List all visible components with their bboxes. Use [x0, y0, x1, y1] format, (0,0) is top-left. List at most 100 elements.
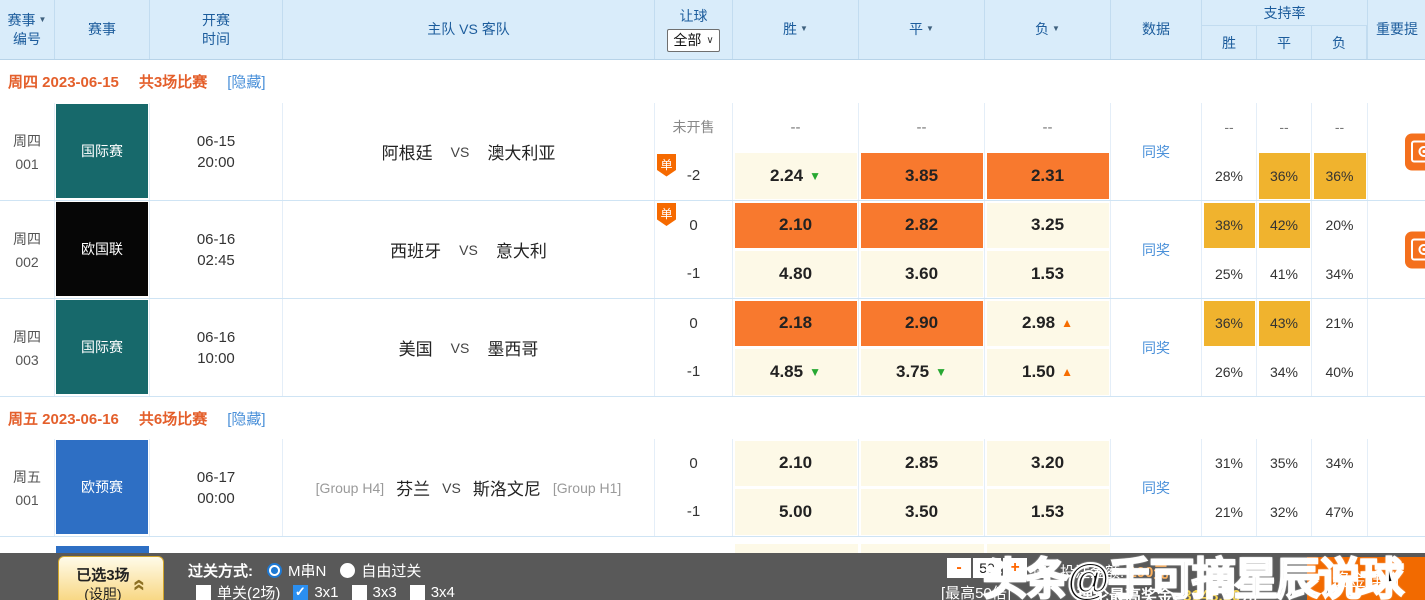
checkbox-3x3[interactable]: 3x3 — [351, 584, 397, 600]
kickoff-time: 06-15 20:00 — [150, 103, 283, 200]
odds-cell-win[interactable]: 4.85 ▼ — [733, 348, 858, 397]
odds-cell-win[interactable]: 2.18 — [733, 299, 858, 348]
data-cell: 同奖 — [1111, 439, 1202, 536]
teams-cell: [Group H4] 芬兰 VS 斯洛文尼 [Group H1] — [283, 439, 655, 536]
odds-cell-win[interactable]: 4.80 — [733, 250, 858, 299]
section-header-thursday: 周四 2023-06-15 共3场比赛 [隐藏] — [0, 60, 1425, 103]
away-team: 澳大利亚 — [487, 144, 556, 163]
support-col-draw: 43% 34% — [1257, 299, 1312, 396]
handicap-cell: 单 0 -1 — [655, 201, 733, 298]
odds-col-win: 2.10 5.00 — [733, 439, 859, 536]
odds-cell-lose[interactable]: 3.25 — [985, 201, 1110, 250]
match-code: 周四 003 — [0, 299, 55, 396]
match-code: 周四 002 — [0, 201, 55, 298]
important-cell — [1368, 439, 1425, 536]
odds-cell-win[interactable]: 2.10 — [733, 439, 858, 488]
radio-m-chuan-n[interactable]: M串N — [267, 560, 326, 581]
support-draw-label: 平 — [1257, 26, 1312, 59]
league-badge: 欧国联 — [56, 202, 148, 296]
odds-cell-draw[interactable]: 2.90 — [859, 299, 984, 348]
checkbox-single-pass[interactable]: 单关(2场) — [196, 582, 280, 600]
important-cell — [1368, 299, 1425, 396]
section-count: 共6场比赛 — [138, 410, 208, 428]
radio-selected-icon — [267, 563, 282, 578]
odds-col-draw: 2.90 3.75 ▼ — [859, 299, 985, 396]
col-header-draw[interactable]: 平 ▼ — [859, 0, 985, 59]
same-prize-link[interactable]: 同奖 — [1142, 339, 1170, 356]
combo-options-row: 单关(2场) 3x1 3x3 3x4 — [196, 582, 455, 600]
handicap-filter-select[interactable]: 全部 ∨ — [667, 29, 720, 52]
sort-arrow-icon: ▼ — [38, 14, 47, 24]
odds-col-win: 2.10 4.80 — [733, 201, 859, 298]
odds-cell-lose[interactable]: 1.53 — [985, 250, 1110, 299]
league-badge: 欧预赛 — [56, 440, 148, 534]
handicap-cell: 未开售 单 -2 — [655, 103, 733, 200]
col-header-match-no[interactable]: 赛事 ▼ 编号 — [0, 0, 55, 59]
pass-mode-row: 过关方式: M串N 自由过关 — [188, 560, 421, 581]
odds-up-arrow-icon: ▲ — [1061, 316, 1073, 331]
same-prize-link[interactable]: 同奖 — [1142, 143, 1170, 160]
teams-cell: 阿根廷 VS 澳大利亚 — [283, 103, 655, 200]
support-col-win: 31% 21% — [1202, 439, 1257, 536]
odds-cell-draw[interactable]: 3.75 ▼ — [859, 348, 984, 397]
same-prize-link[interactable]: 同奖 — [1142, 479, 1170, 496]
partial-next-row — [0, 537, 1425, 553]
odds-col-draw: -- 3.85 — [859, 103, 985, 200]
odds-cell-win[interactable]: 5.00 — [733, 488, 858, 537]
section-date: 周五 2023-06-16 — [8, 410, 119, 428]
stepper-minus-button[interactable]: - — [947, 558, 971, 578]
hide-link[interactable]: [隐藏] — [227, 410, 266, 428]
support-col-win: -- 28% — [1202, 103, 1257, 200]
col-header-event: 赛事 — [55, 0, 150, 59]
odds-cell-lose[interactable]: 1.50 ▲ — [985, 348, 1110, 397]
stepper-plus-button[interactable]: + — [1003, 558, 1027, 578]
not-on-sale-label: 未开售 — [672, 119, 715, 136]
hide-link[interactable]: [隐藏] — [227, 74, 266, 91]
odds-cell-lose[interactable]: 2.31 — [985, 152, 1110, 201]
bet-slip-bar: 已选3场 (设胆) « 过关方式: M串N 自由过关 单关(2场) — [0, 553, 1425, 600]
support-lose-label: 负 — [1312, 26, 1367, 59]
max-multiplier-label: [最高50倍] — [941, 585, 1012, 600]
odds-cell-win[interactable]: 2.24 ▼ — [733, 152, 858, 201]
handicap-cell: 0 -1 — [655, 299, 733, 396]
radio-free-pass[interactable]: 自由过关 — [340, 560, 421, 581]
live-stadium-icon[interactable] — [1405, 133, 1425, 170]
odds-cell-draw[interactable]: 3.60 — [859, 250, 984, 299]
odds-cell-win[interactable]: -- — [733, 103, 858, 152]
live-stadium-icon[interactable] — [1405, 231, 1425, 268]
multiplier-value[interactable]: 50 — [973, 558, 1001, 578]
home-team: 美国 — [398, 340, 433, 359]
sort-arrow-icon: ▼ — [926, 24, 934, 34]
support-col-draw: -- 36% — [1257, 103, 1312, 200]
league-cell: 欧预赛 — [55, 439, 150, 536]
odds-cell-draw[interactable]: 3.50 — [859, 488, 984, 537]
odds-cell-lose[interactable]: -- — [985, 103, 1110, 152]
odds-col-lose: 2.98 ▲ 1.50 ▲ — [985, 299, 1111, 396]
odds-cell-lose[interactable]: 2.98 ▲ — [985, 299, 1110, 348]
odds-cell-lose[interactable]: 1.53 — [985, 488, 1110, 537]
league-badge-sliver — [56, 546, 149, 553]
odds-cell-draw[interactable]: 2.85 — [859, 439, 984, 488]
match-row-003-thu: 周四 003 国际赛 06-16 10:00 美国 VS 墨西哥 0 -1 2.18… — [0, 299, 1425, 397]
col-header-win[interactable]: 胜 ▼ — [733, 0, 859, 59]
odds-cell-lose[interactable]: 3.20 — [985, 439, 1110, 488]
home-team: 西班牙 — [390, 242, 442, 261]
odds-down-arrow-icon: ▼ — [935, 364, 947, 379]
checkbox-checked-icon — [293, 584, 309, 600]
col-header-data: 数据 — [1111, 0, 1202, 59]
match-row-001-fri: 周五 001 欧预赛 06-17 00:00 [Group H4] 芬兰 VS 斯洛… — [0, 439, 1425, 537]
odds-cell-draw[interactable]: 2.82 — [859, 201, 984, 250]
odds-cell-draw[interactable]: 3.85 — [859, 152, 984, 201]
odds-cell-draw[interactable]: -- — [859, 103, 984, 152]
checkbox-3x1[interactable]: 3x1 — [293, 584, 339, 600]
same-prize-link[interactable]: 同奖 — [1142, 241, 1170, 258]
checkbox-3x4[interactable]: 3x4 — [409, 584, 455, 600]
odds-down-arrow-icon: ▼ — [809, 364, 821, 379]
selected-matches-button[interactable]: 已选3场 (设胆) « — [58, 556, 164, 600]
data-cell: 同奖 — [1111, 103, 1202, 200]
odds-cell-win[interactable]: 2.10 — [733, 201, 858, 250]
prize-detail-button[interactable]: 奖金详情 — [1307, 557, 1425, 600]
col-header-lose[interactable]: 负 ▼ — [985, 0, 1111, 59]
single-bet-badge: 单 — [657, 153, 676, 177]
